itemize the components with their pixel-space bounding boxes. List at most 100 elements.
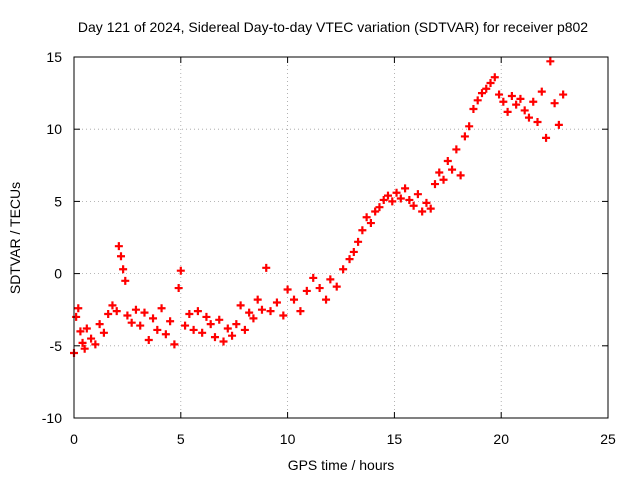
data-point: [465, 122, 474, 131]
data-point: [76, 327, 85, 336]
data-point: [375, 203, 384, 212]
x-tick-label: 25: [600, 431, 616, 447]
data-point: [91, 340, 100, 349]
data-point: [473, 96, 482, 105]
data-point: [435, 168, 444, 177]
x-tick-label: 10: [280, 431, 296, 447]
data-point: [430, 180, 439, 189]
x-tick-label: 15: [387, 431, 403, 447]
data-point: [144, 336, 153, 345]
x-axis-label: GPS time / hours: [288, 457, 395, 473]
data-point: [112, 307, 121, 316]
data-point: [198, 328, 207, 337]
data-point: [272, 298, 281, 307]
data-point: [512, 100, 521, 109]
data-point: [448, 165, 457, 174]
data-point: [490, 73, 499, 82]
data-point: [559, 90, 568, 99]
data-point: [119, 265, 128, 274]
data-point: [388, 197, 397, 206]
data-point: [87, 334, 96, 343]
y-tick-label: -10: [42, 410, 62, 426]
y-tick-label: -5: [50, 338, 63, 354]
data-point: [262, 263, 271, 272]
data-point: [108, 301, 117, 310]
data-point: [362, 213, 371, 222]
data-point: [279, 311, 288, 320]
data-point: [354, 237, 363, 246]
data-point: [495, 90, 504, 99]
data-point: [166, 317, 175, 326]
data-point: [529, 97, 538, 106]
data-point: [82, 324, 91, 333]
data-point: [439, 175, 448, 184]
data-point: [409, 201, 418, 210]
data-point: [418, 207, 427, 216]
x-tick-label: 5: [177, 431, 185, 447]
data-point: [469, 104, 478, 113]
data-point: [413, 190, 422, 199]
data-point: [193, 307, 202, 316]
data-point: [104, 310, 113, 319]
data-point: [232, 320, 241, 329]
data-point: [401, 184, 410, 193]
data-point: [486, 78, 495, 87]
data-point: [80, 344, 89, 353]
data-point: [524, 113, 533, 122]
data-point: [131, 305, 140, 314]
y-tick-label: 15: [46, 49, 62, 65]
data-point: [123, 311, 132, 320]
data-point: [339, 265, 348, 274]
data-point: [533, 117, 542, 126]
data-point: [99, 328, 108, 337]
data-point: [174, 284, 183, 293]
data-point: [72, 312, 81, 321]
data-point: [149, 314, 158, 323]
data-point: [379, 195, 388, 204]
data-point: [302, 286, 311, 295]
data-point: [219, 337, 228, 346]
data-point: [189, 325, 198, 334]
data-point: [426, 204, 435, 213]
data-point: [460, 132, 469, 141]
data-point: [456, 171, 465, 180]
data-point: [206, 320, 215, 329]
data-point: [257, 305, 266, 314]
data-point: [443, 156, 452, 165]
data-point: [371, 207, 380, 216]
data-point: [210, 333, 219, 342]
data-point: [283, 285, 292, 294]
data-point: [554, 120, 563, 129]
data-point: [127, 318, 136, 327]
data-point: [422, 198, 431, 207]
data-point: [322, 295, 331, 304]
tick-labels: 0 5 10 15 20 25 -10 -5 0 5 10 15: [42, 49, 616, 447]
data-point: [176, 266, 185, 275]
data-point: [245, 308, 254, 317]
data-point: [78, 338, 87, 347]
axis-ticks: [73, 56, 609, 419]
data-point: [537, 87, 546, 96]
data-point: [345, 255, 354, 264]
data-point: [74, 304, 83, 313]
data-point: [236, 301, 245, 310]
data-point: [153, 325, 162, 334]
data-point: [309, 273, 318, 282]
data-point: [240, 325, 249, 334]
data-point: [452, 145, 461, 154]
data-point: [349, 247, 358, 256]
data-point: [266, 307, 275, 316]
y-axis-label: SDTVAR / TECUs: [7, 182, 23, 294]
data-point: [161, 330, 170, 339]
data-point: [95, 320, 104, 329]
data-point: [223, 324, 232, 333]
data-point: [121, 276, 130, 285]
data-point: [170, 340, 179, 349]
grid-lines: [74, 57, 608, 418]
y-tick-label: 5: [54, 193, 62, 209]
data-point: [358, 226, 367, 235]
data-point: [185, 310, 194, 319]
data-point: [253, 295, 262, 304]
